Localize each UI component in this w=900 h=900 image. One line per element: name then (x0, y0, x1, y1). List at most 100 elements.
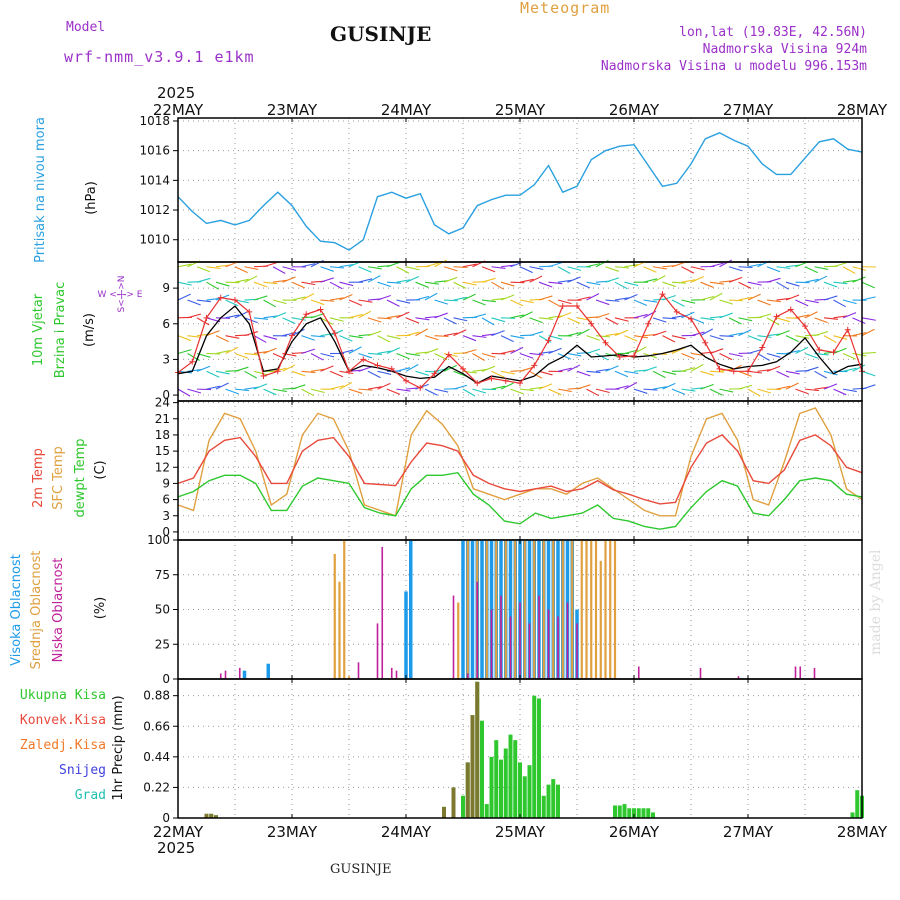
conv-precip-bar (475, 681, 480, 818)
wind-barb (586, 370, 601, 374)
cloud-bar (813, 667, 816, 679)
wind-unit: (m/s) (82, 313, 97, 347)
cloud-bar (566, 602, 569, 679)
gust-marker (588, 320, 595, 327)
wind-barb (462, 293, 476, 301)
wind-barb (605, 277, 619, 283)
wind-barb (529, 275, 543, 283)
gust-marker (303, 311, 310, 318)
cloud-bar (590, 540, 593, 679)
wind-panel: 0 3 6 9 (162, 259, 877, 402)
cloud-bar (580, 540, 583, 679)
wind-barb (405, 352, 420, 356)
wind-barb (377, 317, 392, 320)
y-tick-label: 100 (147, 533, 170, 547)
wind-barb (842, 367, 857, 372)
wind-barb (358, 310, 372, 319)
wind-barb (700, 328, 714, 337)
cloud-bar (461, 540, 465, 679)
wind-barb (301, 370, 316, 374)
wind-barb (833, 315, 848, 319)
wind-barb (367, 352, 383, 356)
wind-barb (671, 281, 687, 284)
footer-station: GUSINJE (330, 862, 392, 877)
wind-barb (291, 370, 306, 377)
wind-barb (814, 275, 828, 283)
cloud-bar (476, 581, 479, 679)
wind-barb (196, 266, 211, 273)
y-tick-label: 24 (155, 396, 170, 410)
gust-marker (260, 373, 267, 380)
gust-marker (730, 368, 737, 375)
wind-barb (367, 275, 381, 283)
wind-barb (852, 331, 867, 337)
wind-barb (348, 388, 363, 394)
wind-barb (339, 335, 353, 342)
wind-barb (747, 335, 762, 342)
gust-marker (232, 297, 238, 304)
wind-barb (234, 366, 249, 372)
wind-barb (709, 348, 724, 354)
wind-barb (253, 350, 268, 355)
wind-barb (586, 348, 600, 355)
wind-barb (177, 293, 191, 301)
wind-barb (443, 266, 458, 272)
gust-marker (559, 302, 566, 309)
wind-barb (225, 388, 239, 395)
wind-barb (681, 311, 695, 319)
precip-bar (617, 805, 622, 818)
cloud-axis-title-1: Visoka Oblacnost (9, 554, 24, 666)
cloud-bar (466, 673, 469, 679)
wind-barb (652, 275, 666, 283)
wind-barb (766, 299, 781, 303)
wind-barb (225, 314, 240, 319)
wind-barb (187, 369, 202, 372)
wind-barb (586, 335, 600, 341)
wind-barb (187, 335, 202, 338)
y-tick-label: 1012 (139, 203, 170, 217)
wind-barb (785, 335, 799, 343)
wind-barb (785, 264, 800, 268)
wind-barb (633, 299, 648, 306)
wind-barb (386, 314, 401, 319)
wind-axis-title-2: Brzina i Pravac (53, 282, 68, 379)
precip-bar (551, 779, 556, 818)
wind-barb (652, 386, 667, 390)
wind-barb (795, 299, 809, 307)
wind-barb (614, 329, 629, 337)
cloud-bar (556, 540, 560, 679)
cloud-bar (500, 595, 502, 679)
wind-barb (538, 383, 553, 390)
wind-barb (358, 388, 373, 391)
wind-barb (652, 370, 666, 379)
wind-barb (367, 266, 382, 270)
wind-barb (329, 385, 344, 390)
y-tick-label: 6 (162, 317, 170, 331)
wind-barb (472, 388, 487, 394)
conv-precip-bar (209, 813, 214, 818)
wind-barb (434, 299, 449, 305)
date-label-top: 25MAY (495, 101, 546, 119)
wind-barb (529, 317, 543, 324)
wind-barb (567, 276, 581, 283)
gust-marker (417, 384, 424, 391)
cloud-bar (542, 540, 545, 679)
wind-barb (709, 281, 724, 285)
cloud-bar (509, 616, 512, 679)
wind-barb (329, 281, 343, 290)
wind-barb (738, 281, 752, 289)
precip-bar (541, 795, 546, 818)
wind-barb (852, 364, 866, 372)
cloud-bar (224, 670, 227, 679)
wind-barb (481, 333, 496, 337)
wind-barb (491, 266, 506, 270)
wind-barb (624, 281, 639, 287)
gust-marker (802, 323, 808, 330)
wind-compass-we: W <-|-> E (98, 290, 143, 300)
date-label-top: 28MAY (837, 101, 888, 119)
cloud-bar (452, 595, 455, 679)
precip-bar (513, 740, 518, 818)
wind-barb (177, 335, 192, 342)
cloud-bar (490, 609, 493, 679)
wind-barb (177, 263, 192, 268)
